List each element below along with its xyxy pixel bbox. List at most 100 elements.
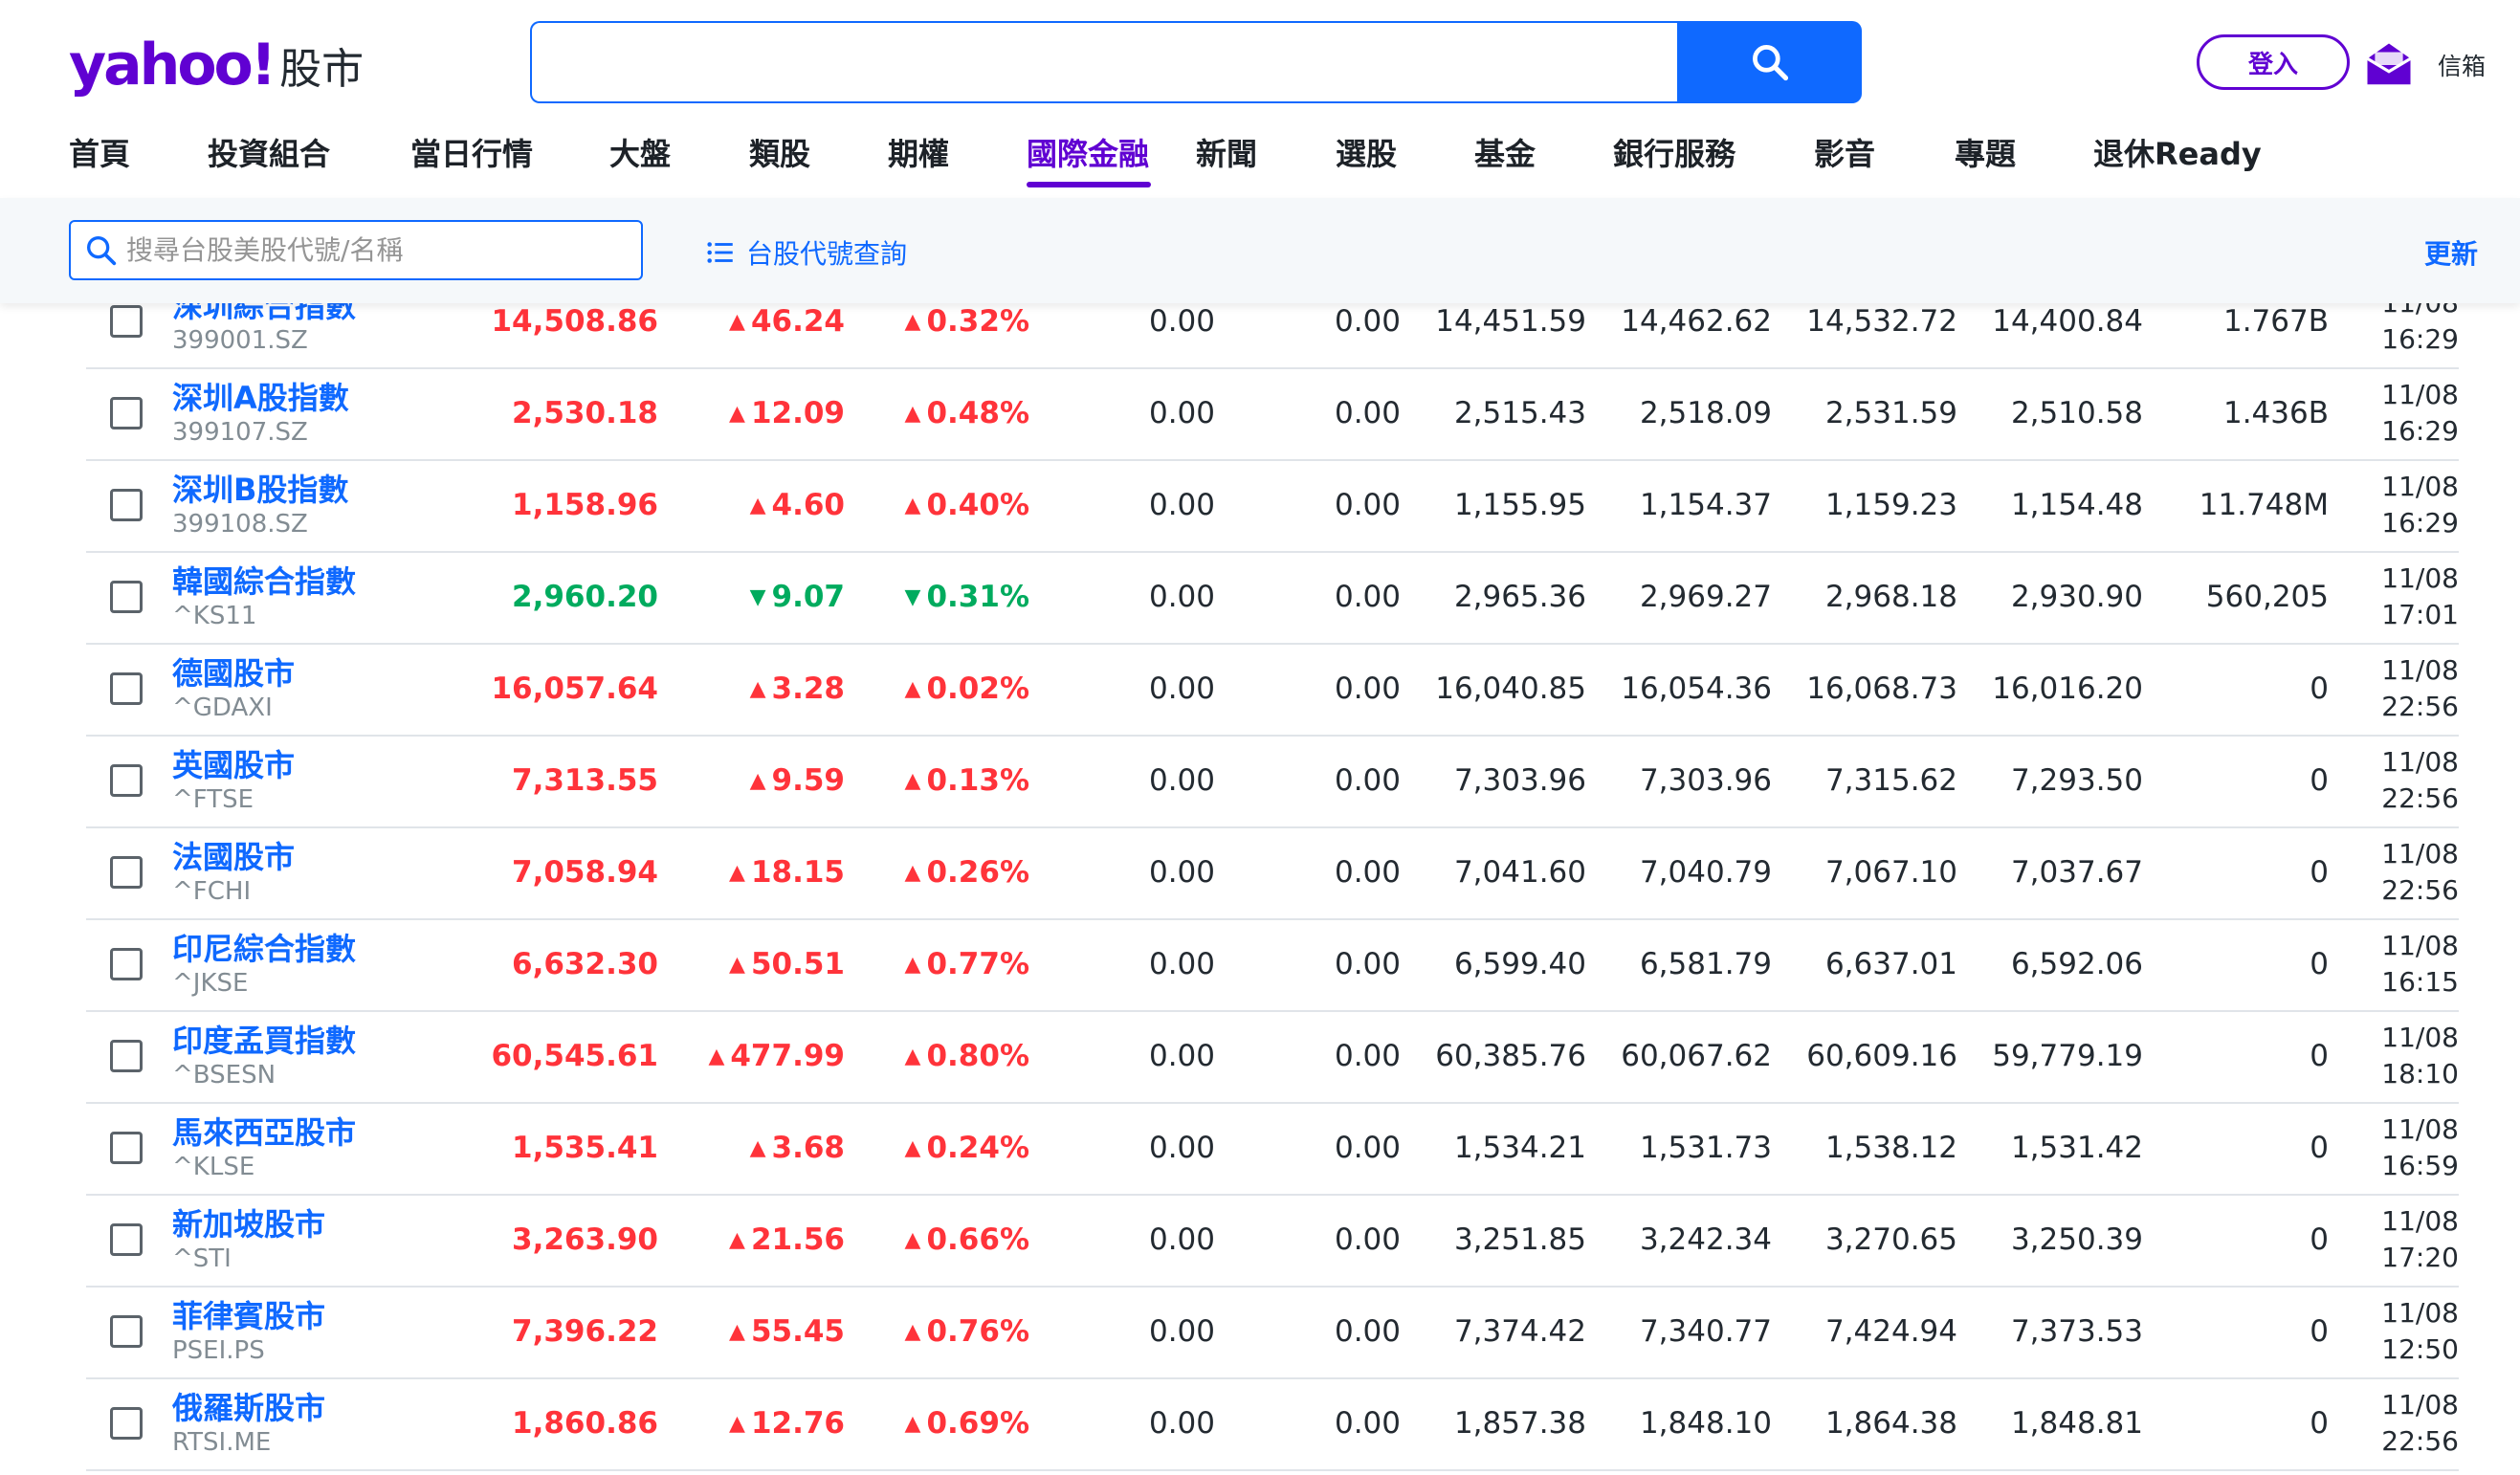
row-checkbox[interactable] bbox=[110, 367, 148, 459]
row-checkbox[interactable] bbox=[110, 551, 148, 643]
cell-high: 60,609.16 bbox=[1806, 1010, 1957, 1102]
nav-screener[interactable]: 選股 bbox=[1336, 136, 1398, 172]
row-checkbox[interactable] bbox=[110, 918, 148, 1010]
index-name-link[interactable]: 菲律賓股市 bbox=[172, 1298, 326, 1334]
lookup-label: 台股代號查詢 bbox=[746, 238, 908, 270]
nav-options[interactable]: 期權 bbox=[888, 136, 950, 172]
cell-price: 1,158.96 bbox=[512, 459, 658, 551]
nav-news[interactable]: 新聞 bbox=[1196, 136, 1258, 172]
row-checkbox[interactable] bbox=[110, 735, 148, 826]
cell-price: 3,263.90 bbox=[512, 1194, 658, 1286]
index-name-link[interactable]: 俄羅斯股市 bbox=[172, 1390, 326, 1426]
index-symbol: RTSI.ME bbox=[172, 1428, 272, 1457]
row-checkbox[interactable] bbox=[110, 643, 148, 735]
mail-link[interactable]: 信箱 bbox=[2363, 34, 2486, 96]
cell-value: 7,424.94 bbox=[1824, 1314, 1957, 1349]
quote-time: 16:29 bbox=[2381, 507, 2459, 539]
cell-value: 0.00 bbox=[1334, 304, 1401, 339]
index-name-link[interactable]: 深圳B股指數 bbox=[172, 472, 349, 508]
index-name-link[interactable]: 馬來西亞股市 bbox=[172, 1114, 357, 1151]
quote-search-box[interactable] bbox=[69, 220, 643, 280]
cell-time: 11/08 22:56 bbox=[2381, 735, 2459, 826]
cell-prev: 16,054.36 bbox=[1621, 643, 1772, 735]
cell-price: 2,530.18 bbox=[512, 367, 658, 459]
up-arrow-icon: ▲ bbox=[729, 401, 745, 426]
nav-international[interactable]: 國際金融 bbox=[1027, 130, 1151, 187]
checkbox-icon bbox=[110, 581, 143, 613]
table-row[interactable]: 英國股市 ^FTSE 7,313.55 ▲ 9.59 ▲ 0.13% 0.00 0.00 7,30… bbox=[86, 735, 2459, 828]
index-symbol: 399108.SZ bbox=[172, 510, 308, 539]
cell-volume: 0 bbox=[2310, 1102, 2329, 1194]
nav-banking[interactable]: 銀行服務 bbox=[1613, 136, 1736, 172]
cell-value: 2,515.43 bbox=[1453, 396, 1586, 430]
row-checkbox[interactable] bbox=[110, 826, 148, 918]
table-row[interactable]: 俄羅斯股市 RTSI.ME 1,860.86 ▲ 12.76 ▲ 0.69% 0.00 0.00… bbox=[86, 1377, 2459, 1471]
cell-value: 2,960.20 bbox=[512, 580, 658, 614]
table-row[interactable]: 印尼綜合指數 ^JKSE 6,632.30 ▲ 50.51 ▲ 0.77% 0.00 0.00 6… bbox=[86, 918, 2459, 1012]
table-row[interactable]: 新加坡股市 ^STI 3,263.90 ▲ 21.56 ▲ 0.66% 0.00 0.00 3,2… bbox=[86, 1194, 2459, 1288]
index-name-link[interactable]: 法國股市 bbox=[172, 839, 296, 875]
row-checkbox[interactable] bbox=[110, 1194, 148, 1286]
table-row[interactable]: 德國股市 ^GDAXI 16,057.64 ▲ 3.28 ▲ 0.02% 0.00 0.00 16… bbox=[86, 643, 2459, 737]
tw-code-lookup-link[interactable]: 台股代號查詢 bbox=[704, 233, 907, 272]
nav-daily-quotes[interactable]: 當日行情 bbox=[410, 136, 534, 172]
table-row[interactable]: 深圳A股指數 399107.SZ 2,530.18 ▲ 12.09 ▲ 0.48% 0.00 0… bbox=[86, 367, 2459, 461]
cell-time: 11/08 18:10 bbox=[2381, 1010, 2459, 1102]
table-row[interactable]: 深圳B股指數 399108.SZ 1,158.96 ▲ 4.60 ▲ 0.40% 0.00 0.… bbox=[86, 459, 2459, 553]
index-name-link[interactable]: 深圳A股指數 bbox=[172, 380, 349, 416]
table-row[interactable]: 韓國綜合指數 ^KS11 2,960.20 ▼ 9.07 ▼ 0.31% 0.00 0.00 2,… bbox=[86, 551, 2459, 645]
mail-label: 信箱 bbox=[2438, 53, 2487, 80]
up-arrow-icon: ▲ bbox=[729, 860, 745, 885]
table-row[interactable]: 深圳綜合指數 399001.SZ 14,508.86 ▲ 46.24 ▲ 0.32% 0.00… bbox=[86, 275, 2459, 369]
row-checkbox[interactable] bbox=[110, 459, 148, 551]
table-row[interactable]: 法國股市 ^FCHI 7,058.94 ▲ 18.15 ▲ 0.26% 0.00 0.00 7,0… bbox=[86, 826, 2459, 920]
nav-portfolio[interactable]: 投資組合 bbox=[208, 136, 331, 172]
nav-retirement[interactable]: 退休Ready bbox=[2093, 136, 2262, 172]
index-symbol: PSEI.PS bbox=[172, 1336, 265, 1365]
yahoo-stock-logo[interactable]: yahoo! 股市 bbox=[69, 27, 364, 103]
row-checkbox[interactable] bbox=[110, 275, 148, 367]
cell-price: 1,860.86 bbox=[512, 1377, 658, 1469]
table-row[interactable]: 馬來西亞股市 ^KLSE 1,535.41 ▲ 3.68 ▲ 0.24% 0.00 0.00 1,… bbox=[86, 1102, 2459, 1196]
row-checkbox[interactable] bbox=[110, 1377, 148, 1469]
nav-sectors[interactable]: 類股 bbox=[749, 136, 811, 172]
index-symbol: ^KS11 bbox=[172, 602, 257, 630]
index-name-link[interactable]: 韓國綜合指數 bbox=[172, 563, 357, 600]
index-name-link[interactable]: 英國股市 bbox=[172, 747, 296, 783]
cell-value: 0 bbox=[2310, 1222, 2329, 1257]
nav-funds[interactable]: 基金 bbox=[1474, 136, 1536, 172]
up-arrow-icon: ▲ bbox=[749, 676, 766, 701]
nav-topics[interactable]: 專題 bbox=[1955, 136, 2017, 172]
cell-value: 16,057.64 bbox=[491, 671, 658, 706]
nav-market-index[interactable]: 大盤 bbox=[609, 136, 672, 172]
cell-value: 477.99 bbox=[730, 1039, 845, 1073]
cell-high: 7,067.10 bbox=[1825, 826, 1957, 918]
cell-value: 6,581.79 bbox=[1639, 947, 1772, 981]
cell-change: ▲ 21.56 bbox=[729, 1194, 845, 1286]
quote-search-input[interactable] bbox=[124, 233, 626, 267]
index-name-link[interactable]: 德國股市 bbox=[172, 655, 296, 692]
site-search-input[interactable] bbox=[530, 21, 1678, 103]
cell-low: 14,400.84 bbox=[1992, 275, 2143, 367]
refresh-button[interactable]: 更新 bbox=[2423, 238, 2478, 270]
cell-value: 46.24 bbox=[750, 304, 845, 339]
login-button[interactable]: 登入 bbox=[2197, 34, 2350, 90]
row-checkbox[interactable] bbox=[110, 1010, 148, 1102]
nav-home[interactable]: 首頁 bbox=[69, 136, 131, 172]
cell-value: 16,040.85 bbox=[1435, 671, 1586, 706]
table-row[interactable]: 菲律賓股市 PSEI.PS 7,396.22 ▲ 55.45 ▲ 0.76% 0.00 0.00… bbox=[86, 1286, 2459, 1379]
table-row[interactable]: 印度孟買指數 ^BSESN 60,545.61 ▲ 477.99 ▲ 0.80% 0.00 0.… bbox=[86, 1010, 2459, 1104]
row-checkbox[interactable] bbox=[110, 1286, 148, 1377]
search-button[interactable] bbox=[1677, 21, 1862, 103]
quote-date: 11/08 bbox=[2381, 1297, 2459, 1329]
cell-prev: 6,581.79 bbox=[1640, 918, 1772, 1010]
row-checkbox[interactable] bbox=[110, 1102, 148, 1194]
index-name-link[interactable]: 印尼綜合指數 bbox=[172, 931, 357, 967]
search-icon bbox=[87, 235, 117, 265]
nav-video[interactable]: 影音 bbox=[1814, 136, 1876, 172]
index-name-link[interactable]: 印度孟買指數 bbox=[172, 1023, 357, 1059]
cell-value: 0.00 bbox=[1334, 855, 1401, 890]
cell-value: 0.00 bbox=[1148, 1039, 1215, 1073]
index-name-link[interactable]: 新加坡股市 bbox=[172, 1206, 326, 1243]
cell-value: 9.59 bbox=[771, 763, 846, 798]
